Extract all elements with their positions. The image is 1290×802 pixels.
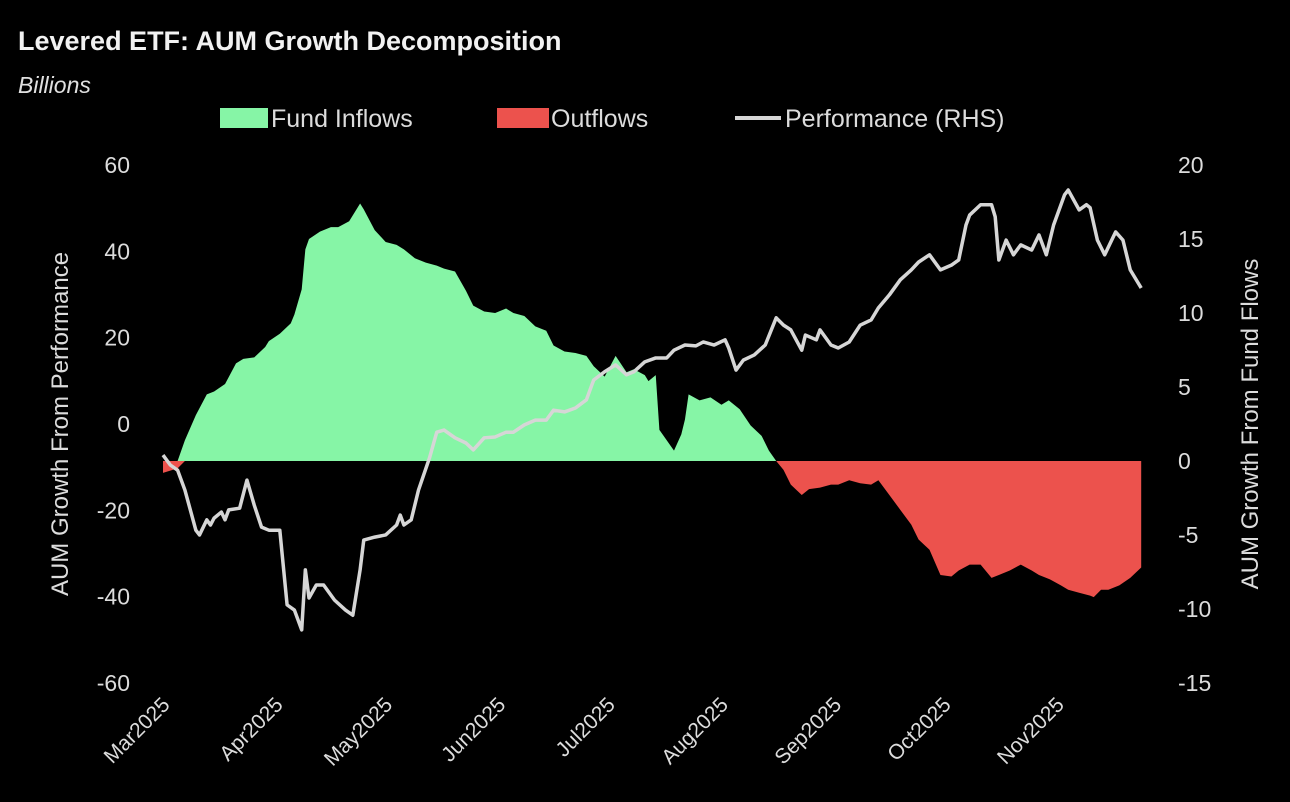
x-tick-label: Jul2025 [552,693,620,761]
x-axis: Mar2025 Apr2025 May2025 Jun2025 Jul2025 Aug20… [100,693,1069,770]
right-axis: 20 15 10 5 0 -5 -10 -15 [1178,152,1211,696]
flows-area-group [163,203,1142,598]
legend-label-outflows: Outflows [551,105,648,133]
left-tick-label: 20 [104,325,130,351]
performance-line-group [161,188,1143,632]
right-tick-label: 20 [1178,152,1204,178]
right-tick-label: 0 [1178,448,1191,474]
legend-label-performance: Performance (RHS) [785,105,1005,133]
left-tick-label: -60 [97,670,130,696]
legend-swatch-inflows [220,108,268,128]
right-tick-label: 5 [1178,374,1191,400]
left-axis: 60 40 20 0 -20 -40 -60 [97,152,130,696]
legend-label-inflows: Fund Inflows [271,105,413,133]
x-tick-label: Nov2025 [993,693,1069,769]
right-axis-title: AUM Growth From Fund Flows [1237,259,1264,590]
right-tick-label: -5 [1178,522,1198,548]
right-tick-label: -10 [1178,596,1211,622]
x-tick-label: Aug2025 [657,693,733,769]
legend-swatch-outflows [497,108,549,128]
right-tick-label: 15 [1178,226,1204,252]
left-tick-label: 0 [117,411,130,437]
right-tick-label: -15 [1178,670,1211,696]
fund-inflows-area [163,203,1142,462]
outflows-area [163,461,1142,598]
x-tick-label: Sep2025 [770,693,846,769]
left-tick-label: 60 [104,152,130,178]
x-tick-label: Jun2025 [437,693,510,766]
x-tick-label: Apr2025 [215,693,287,765]
x-tick-label: Mar2025 [100,693,175,768]
left-tick-label: -20 [97,497,130,523]
x-tick-label: May2025 [320,693,397,770]
legend: Fund Inflows Outflows Performance (RHS) [220,105,1005,133]
right-tick-label: 10 [1178,300,1204,326]
performance-line [161,188,1143,632]
left-tick-label: -40 [97,584,130,610]
x-tick-label: Oct2025 [883,693,955,765]
left-axis-title: AUM Growth From Performance [47,252,74,596]
left-tick-label: 40 [104,238,130,264]
chart-title: Levered ETF: AUM Growth Decomposition [18,26,562,56]
chart-subtitle: Billions [18,72,91,98]
